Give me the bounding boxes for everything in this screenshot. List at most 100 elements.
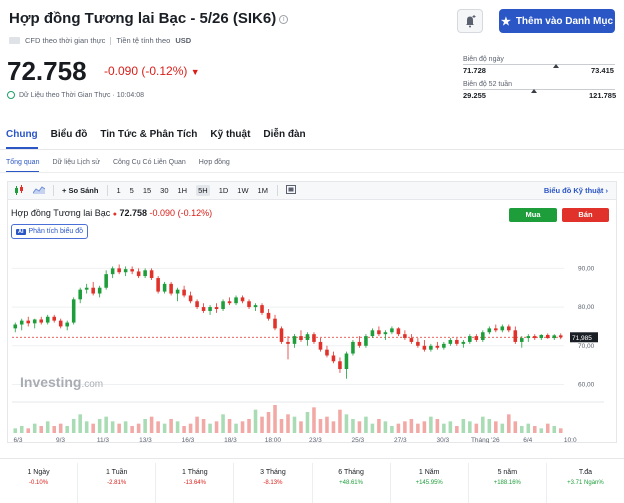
y-tick-label: 80,00 bbox=[578, 304, 595, 311]
candle-body bbox=[338, 361, 342, 370]
candle-body bbox=[318, 341, 323, 350]
volume-bar bbox=[52, 426, 56, 433]
performance-value: -8.13% bbox=[263, 480, 283, 486]
subtab-related-instruments[interactable]: Công Cụ Có Liên Quan bbox=[112, 159, 186, 166]
x-tick-label: 25/3 bbox=[352, 437, 365, 443]
candle-body bbox=[52, 316, 56, 321]
candle-body bbox=[344, 353, 349, 370]
candle-body bbox=[357, 341, 362, 346]
volume-bar bbox=[435, 419, 440, 433]
subtab-overview[interactable]: Tổng quan bbox=[6, 159, 40, 172]
chart-title: Hợp đồng Tương lai Bạc ● 72.758 -0.090 (… bbox=[11, 208, 212, 218]
divider bbox=[53, 185, 54, 196]
tab-chart[interactable]: Biểu đồ bbox=[50, 129, 88, 140]
volume-bar bbox=[331, 421, 336, 433]
volume-bar bbox=[513, 421, 518, 433]
interval-5[interactable]: 5 bbox=[129, 186, 134, 195]
volume-bar bbox=[429, 416, 433, 433]
volume-bar bbox=[208, 423, 212, 433]
volume-bar bbox=[26, 428, 31, 433]
week52-range-low: 29.255 bbox=[463, 91, 486, 100]
divider bbox=[0, 149, 624, 150]
week52-range-high: 121.785 bbox=[589, 91, 617, 100]
volume-bar bbox=[201, 419, 206, 433]
interval-15[interactable]: 15 bbox=[142, 186, 152, 195]
price-chart[interactable]: 90,00 80,00 70,00 60,00 71,985 6/3 9/3 11/3 13/3… bbox=[8, 243, 616, 443]
candlestick-type-icon[interactable] bbox=[14, 184, 25, 197]
performance-period: 6 Tháng bbox=[338, 469, 364, 476]
candle-body bbox=[370, 330, 375, 337]
page-title: Hợp đồng Tương lai Bạc - 5/26 (SIK6) i bbox=[9, 10, 289, 27]
candle-body bbox=[169, 283, 173, 294]
tab-overview[interactable]: Chung bbox=[6, 129, 38, 149]
volume-bar bbox=[221, 414, 225, 433]
tab-forum[interactable]: Diễn đàn bbox=[263, 129, 306, 140]
interval-30[interactable]: 30 bbox=[160, 186, 169, 195]
advanced-chart-link[interactable]: Biểu đồ Kỹ thuật › bbox=[544, 186, 608, 195]
area-type-icon[interactable] bbox=[32, 185, 46, 196]
fullscreen-icon[interactable] bbox=[285, 185, 296, 196]
interval-1[interactable]: 1 bbox=[116, 186, 121, 195]
performance-value: +188.16% bbox=[493, 480, 521, 486]
volume-bar bbox=[416, 423, 420, 433]
sell-button[interactable]: Bán bbox=[562, 208, 609, 222]
volume-bar bbox=[448, 421, 453, 433]
y-tick-label: 90,00 bbox=[578, 265, 595, 272]
candle-body bbox=[448, 339, 453, 344]
y-tick-label: 60,00 bbox=[578, 382, 595, 389]
volume-bar bbox=[97, 419, 102, 433]
subtab-contracts[interactable]: Hợp đồng bbox=[198, 159, 230, 166]
day-range-high: 73.415 bbox=[591, 66, 614, 75]
candle-body bbox=[532, 336, 537, 339]
interval-1w[interactable]: 1W bbox=[237, 186, 249, 195]
candle-body bbox=[377, 330, 381, 335]
volume-bar bbox=[143, 419, 147, 433]
candle-body bbox=[130, 269, 134, 272]
candle-body bbox=[19, 320, 24, 325]
candle-body bbox=[396, 328, 401, 335]
performance-value: -13.64% bbox=[183, 480, 206, 486]
y-tick-label: 70,00 bbox=[578, 343, 595, 350]
x-tick-label: 16/3 bbox=[182, 437, 195, 443]
candle-body bbox=[260, 305, 264, 313]
volume-bar bbox=[279, 419, 284, 433]
candle-body bbox=[331, 355, 336, 362]
tab-technical[interactable]: Kỹ thuật bbox=[210, 129, 251, 140]
candle-body bbox=[299, 336, 303, 340]
interval-1m[interactable]: 1M bbox=[257, 186, 268, 195]
performance-value: +3.71 Ngàn% bbox=[567, 480, 604, 486]
volume-bar bbox=[455, 426, 459, 433]
interval-5h[interactable]: 5H bbox=[196, 185, 210, 196]
volume-bar bbox=[71, 419, 76, 433]
candle-body bbox=[32, 319, 37, 324]
candle-body bbox=[13, 324, 18, 329]
volume-bar bbox=[500, 423, 505, 433]
compare-button[interactable]: + So Sánh bbox=[62, 186, 99, 195]
alert-button[interactable] bbox=[457, 9, 483, 33]
volume-bar bbox=[169, 419, 173, 433]
day-range-label: Biên độ ngày bbox=[463, 56, 504, 63]
info-icon[interactable]: i bbox=[279, 14, 289, 24]
tab-news[interactable]: Tin Tức & Phân Tích bbox=[100, 129, 198, 140]
candle-body bbox=[201, 307, 206, 311]
volume-bar bbox=[468, 421, 472, 433]
chart-analysis-button[interactable]: AI Phân tích biểu đồ bbox=[11, 224, 88, 239]
interval-1d[interactable]: 1D bbox=[218, 186, 229, 195]
performance-period: 1 Tuần bbox=[105, 469, 128, 476]
candle-body bbox=[442, 343, 446, 348]
last-price: 72.758 bbox=[7, 56, 87, 86]
volume-bar bbox=[91, 423, 95, 433]
add-to-watchlist-button[interactable]: ★ Thêm vào Danh Mục bbox=[499, 9, 615, 33]
buy-button[interactable]: Mua bbox=[509, 208, 557, 222]
subtab-historical-data[interactable]: Dữ liệu Lịch sử bbox=[52, 159, 100, 166]
x-tick-label: Tháng '26 bbox=[471, 437, 500, 443]
volume-bar bbox=[409, 419, 414, 433]
performance-period: 1 Ngày bbox=[27, 469, 50, 476]
interval-1h[interactable]: 1H bbox=[177, 186, 188, 195]
volume-bar bbox=[507, 414, 511, 433]
candle-body bbox=[195, 301, 199, 308]
x-tick-label: 23/3 bbox=[309, 437, 322, 443]
volume-bar bbox=[182, 426, 186, 433]
performance-period: 5 năm bbox=[497, 469, 518, 476]
volume-bar bbox=[45, 421, 50, 433]
